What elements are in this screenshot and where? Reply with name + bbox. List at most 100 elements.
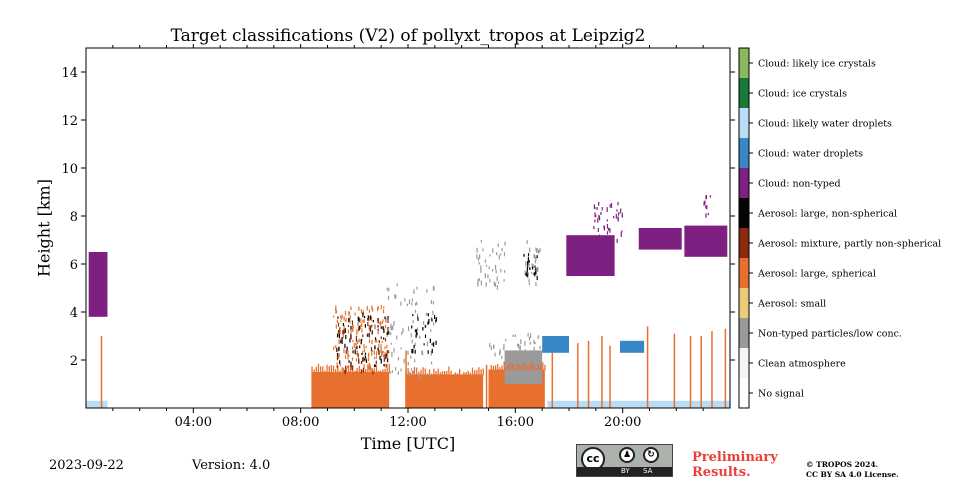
- region-0: [86, 400, 108, 408]
- scatter-point: [402, 328, 404, 333]
- scatter-point: [523, 253, 525, 257]
- spike-3: [551, 352, 554, 408]
- colorbar-swatch-8: [739, 288, 749, 318]
- aerosol-top-bar: [441, 371, 444, 375]
- scatter-point: [373, 350, 375, 355]
- y-tick-label: 8: [70, 210, 78, 225]
- scatter-point: [514, 334, 516, 338]
- scatter-point: [384, 353, 387, 357]
- aerosol-top-bar: [422, 367, 424, 375]
- scatter-point: [390, 323, 392, 329]
- scatter-point: [333, 315, 335, 318]
- scatter-point: [408, 299, 411, 305]
- scatter-point: [411, 349, 413, 354]
- scatter-point: [528, 283, 531, 286]
- scatter-point: [377, 325, 379, 328]
- scatter-point: [430, 350, 432, 356]
- scatter-point: [411, 298, 413, 302]
- region-8: [88, 252, 108, 317]
- preliminary-results-label: Preliminary Results.: [692, 450, 778, 480]
- scatter-point: [336, 362, 338, 367]
- aerosol-top-bar: [512, 364, 514, 371]
- scatter-point: [388, 350, 390, 354]
- scatter-point: [503, 279, 505, 282]
- scatter-point: [492, 269, 494, 272]
- scatter-point: [484, 259, 486, 263]
- scatter-point: [503, 346, 505, 351]
- scatter-point: [536, 267, 538, 272]
- scatter-point: [620, 232, 622, 237]
- scatter-point: [355, 358, 358, 362]
- spike-1: [405, 350, 407, 408]
- scatter-point: [528, 336, 531, 341]
- scatter-point: [333, 346, 335, 350]
- scatter-point: [345, 334, 347, 340]
- scatter-point: [339, 327, 341, 333]
- scatter-point: [356, 332, 358, 336]
- scatter-point: [354, 312, 356, 316]
- scatter-point: [385, 356, 387, 360]
- scatter-point: [535, 270, 538, 275]
- aerosol-top-bar: [537, 364, 540, 371]
- scatter-point: [335, 324, 337, 329]
- scatter-point: [423, 343, 425, 346]
- scatter-point: [367, 318, 369, 321]
- scatter-point: [351, 357, 354, 361]
- cc-license-badge: cc ♟ ↻ BY SA: [576, 444, 673, 477]
- scatter-point: [364, 315, 366, 319]
- scatter-point: [361, 360, 363, 365]
- scatter-point: [527, 272, 529, 277]
- y-tick-label: 10: [61, 162, 78, 177]
- scatter-point: [533, 253, 535, 258]
- scatter-point: [378, 322, 380, 325]
- aerosol-top-bar: [413, 367, 416, 375]
- scatter-point: [363, 364, 365, 369]
- scatter-point: [533, 339, 535, 344]
- region-9: [566, 235, 615, 276]
- colorbar-label-7: Aerosol: large, spherical: [757, 269, 876, 280]
- colorbar-label-8: Aerosol: small: [757, 299, 826, 310]
- scatter-point: [400, 368, 402, 372]
- scatter-point: [621, 230, 623, 233]
- aerosol-top-bar: [476, 369, 478, 375]
- scatter-point: [381, 321, 383, 324]
- aerosol-top-bar: [542, 362, 544, 371]
- scatter-point: [377, 328, 379, 331]
- scatter-point: [345, 365, 347, 370]
- scatter-point: [433, 322, 435, 326]
- scatter-point: [617, 212, 620, 216]
- scatter-point: [598, 201, 600, 206]
- scatter-point: [335, 308, 337, 312]
- scatter-point: [414, 309, 417, 313]
- scatter-point: [410, 333, 412, 338]
- aerosol-top-bar: [452, 374, 454, 375]
- scatter-point: [422, 327, 424, 330]
- scatter-point: [363, 357, 365, 362]
- scatter-point: [528, 263, 530, 266]
- scatter-point: [378, 350, 380, 355]
- scatter-point: [534, 255, 536, 259]
- scatter-point: [388, 331, 390, 335]
- scatter-point: [387, 315, 389, 319]
- scatter-point: [370, 366, 372, 372]
- scatter-point: [362, 367, 365, 373]
- spike-8: [646, 326, 649, 408]
- scatter-point: [531, 271, 533, 274]
- scatter-point: [345, 317, 347, 322]
- scatter-point: [422, 321, 425, 325]
- aerosol-top-bar: [347, 365, 350, 373]
- scatter-point: [343, 316, 345, 321]
- scatter-point: [363, 348, 366, 353]
- scatter-point: [351, 320, 354, 325]
- aerosol-top-bar: [446, 370, 448, 375]
- scatter-point: [367, 354, 370, 357]
- colorbar-swatch-7: [739, 258, 749, 288]
- aerosol-top-bar: [428, 369, 431, 375]
- scatter-point: [596, 207, 598, 210]
- scatter-point: [335, 305, 337, 310]
- scatter-point: [339, 331, 341, 334]
- scatter-point: [346, 365, 349, 369]
- scatter-point: [355, 337, 358, 342]
- colorbar-swatch-10: [739, 348, 749, 378]
- scatter-point: [432, 310, 434, 316]
